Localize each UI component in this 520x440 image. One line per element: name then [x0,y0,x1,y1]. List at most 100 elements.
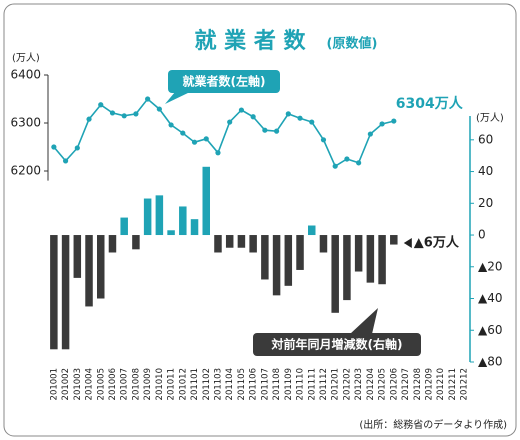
x-tick-label: 201203 [354,368,364,400]
point [379,121,385,127]
y-tick-label: 6400 [10,68,41,82]
y-unit: (万人) [12,52,40,64]
y2-tick-label: ▲20 [478,259,503,273]
bar [261,235,269,280]
x-tick-label: 201101 [190,368,200,400]
point [320,137,327,143]
point [332,163,338,169]
bar [190,219,199,236]
point [367,131,373,137]
x-tick-label: 201105 [237,368,247,400]
legend-label: 対前年同月増減数(右軸) [271,337,403,352]
y-tick-label: 6200 [10,164,41,178]
chart-title: 就 業 者 数 [195,28,307,54]
data-label: 6304万人 [396,95,464,112]
point [133,111,139,117]
x-tick-label: 201012 [178,368,188,400]
callout-pointer [350,308,378,334]
x-tick-label: 201112 [319,368,329,400]
x-tick-label: 201109 [284,368,294,400]
bar [108,235,117,253]
bar [343,235,351,301]
bar [237,235,246,248]
x-tick-label: 201207 [401,368,411,400]
point [285,111,291,117]
x-tick-label: 201212 [460,368,470,400]
bar [390,235,398,245]
point [156,106,162,112]
bar [96,235,105,299]
bar [61,235,70,350]
x-tick-label: 201107 [260,368,270,400]
x-tick-label: 201110 [296,368,306,400]
x-tick-label: 201202 [342,368,352,400]
bar [354,235,363,272]
x-tick-label: 201005 [96,368,106,400]
point [215,150,221,156]
bar [272,235,281,296]
y-tick-label: 6300 [10,116,41,130]
y2-tick-label: 0 [478,228,486,242]
x-tick-label: 201009 [143,368,153,400]
bar [143,198,152,236]
bar [50,235,58,350]
bar [331,235,339,313]
x-tick-label: 201007 [120,368,130,400]
bar [319,235,328,253]
x-tick-label: 201205 [378,368,388,400]
label-pointer [403,238,412,249]
point [344,156,350,162]
x-tick-label: 201204 [366,368,376,400]
point [356,160,362,166]
point [273,128,280,134]
chart-subtitle: (原数値) [327,36,378,52]
y2-tick-label: 20 [478,196,493,210]
x-tick-label: 201209 [424,368,434,400]
x-tick-label: 201106 [249,368,259,400]
y2-unit: (万人) [476,112,504,124]
x-tick-label: 201010 [155,368,165,400]
bar [120,217,128,236]
bar [284,235,293,286]
y2-tick-label: 40 [478,164,493,178]
x-tick-label: 201210 [436,368,446,400]
point [98,102,104,108]
bar [132,235,140,250]
x-tick-label: 201108 [272,368,282,400]
legend-label: 就業者数(左軸) [183,74,266,89]
bar [214,235,222,253]
bar [85,235,93,307]
x-tick-label: 201006 [108,368,118,400]
y2-tick-label: 60 [478,132,493,146]
callout-box [253,333,421,356]
point [180,130,186,136]
point [297,115,303,121]
callout-pointer [165,92,190,104]
x-tick-label: 201104 [225,368,235,400]
source-note: (出所：総務省のデータより作成) [359,418,507,431]
data-label: ▲6万人 [414,235,460,251]
point [227,119,233,125]
bar [225,235,234,248]
x-tick-label: 201002 [61,368,71,400]
point [262,127,268,133]
point [109,110,116,116]
point [191,139,198,145]
point [145,96,151,102]
bar [378,235,386,285]
x-tick-label: 201102 [202,368,212,400]
x-tick-label: 201211 [448,368,458,400]
point [86,116,92,122]
point [238,107,245,113]
callout-box [168,70,280,93]
bar [155,195,164,236]
x-tick-label: 201003 [73,368,83,400]
x-tick-label: 201011 [167,368,177,400]
point [62,158,69,164]
point [391,118,397,124]
x-tick-label: 201111 [307,368,317,400]
point [203,136,209,142]
point [168,122,174,128]
